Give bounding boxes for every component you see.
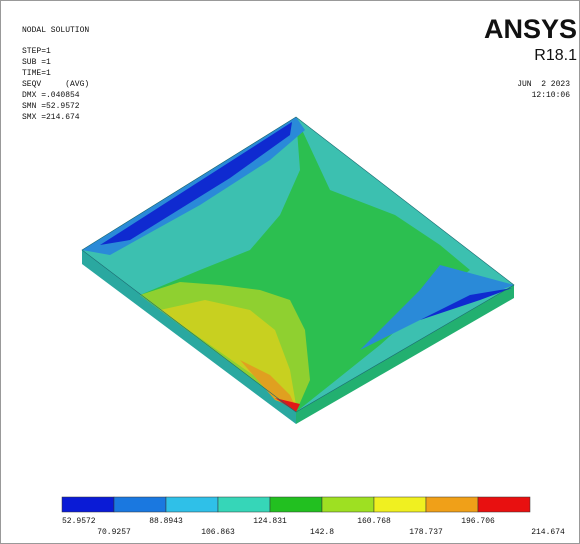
info-line: SMX =214.674 — [22, 113, 80, 122]
legend-label: 52.9572 — [62, 517, 96, 526]
legend-swatch — [166, 497, 218, 512]
legend-swatch — [322, 497, 374, 512]
legend-swatch — [270, 497, 322, 512]
legend-swatch — [114, 497, 166, 512]
time: 12:10:06 — [532, 91, 571, 100]
legend-swatch — [426, 497, 478, 512]
legend-label: 88.8943 — [149, 517, 183, 526]
info-line: SUB =1 — [22, 58, 51, 67]
ansys-viewport: NODAL SOLUTION STEP=1 SUB =1 TIME=1 SEQV (AV… — [0, 0, 580, 544]
brand-version: R18.1 — [534, 47, 577, 64]
legend-label: 124.831 — [253, 517, 287, 526]
legend-swatch — [218, 497, 270, 512]
brand-name: ANSYS — [484, 14, 577, 44]
legend-label: 214.674 — [531, 528, 565, 537]
legend-label: 142.8 — [310, 528, 334, 537]
legend-label: 70.9257 — [97, 528, 131, 537]
legend-swatch — [62, 497, 114, 512]
info-line: SEQV (AVG) — [22, 80, 89, 89]
legend-label: 106.863 — [201, 528, 235, 537]
legend-swatch — [374, 497, 426, 512]
info-line: DMX =.040854 — [22, 91, 80, 100]
legend-label: 160.768 — [357, 517, 391, 526]
info-line: SMN =52.9572 — [22, 102, 80, 111]
info-line: NODAL SOLUTION — [22, 26, 89, 35]
legend-label: 178.737 — [409, 528, 443, 537]
legend-label: 196.706 — [461, 517, 495, 526]
date: JUN 2 2023 — [517, 80, 570, 89]
legend-swatch — [478, 497, 530, 512]
info-line: STEP=1 — [22, 47, 51, 56]
info-line: TIME=1 — [22, 69, 51, 78]
